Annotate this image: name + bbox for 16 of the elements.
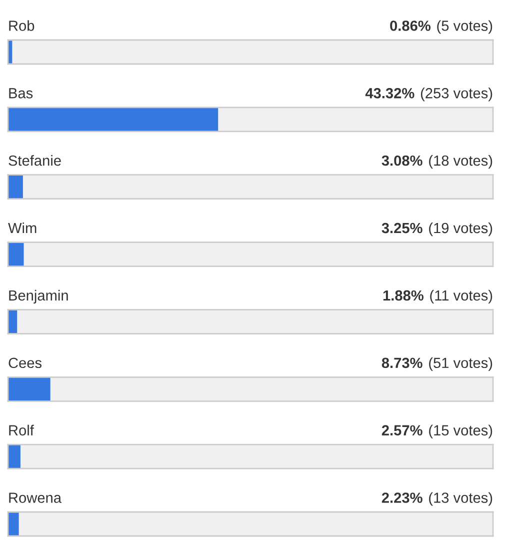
data-label: 0.86% (5 votes) — [390, 20, 492, 34]
y-tick-label: Cees — [8, 358, 42, 368]
y-tick-label: Bas — [9, 88, 33, 98]
data-label: 2.23% (13 votes) — [382, 492, 492, 506]
y-tick-label: Benjamin — [9, 290, 68, 304]
data-label: 2.57% (15 votes) — [382, 424, 492, 438]
data-label: 43.32% (253 votes) — [365, 88, 492, 102]
data-label: 8.73% (51 votes) — [382, 357, 492, 371]
y-tick-label: Rolf — [9, 424, 34, 436]
y-tick-label: Wim — [8, 222, 36, 234]
y-tick-label: Stefanie — [8, 155, 61, 166]
data-label: 3.25% (19 votes) — [382, 222, 492, 236]
y-tick-label: Rowena — [9, 492, 62, 503]
data-label: 3.08% (18 votes) — [382, 155, 492, 169]
data-label: 1.88% (11 votes) — [383, 290, 492, 304]
y-tick-label: Rob — [9, 20, 34, 31]
